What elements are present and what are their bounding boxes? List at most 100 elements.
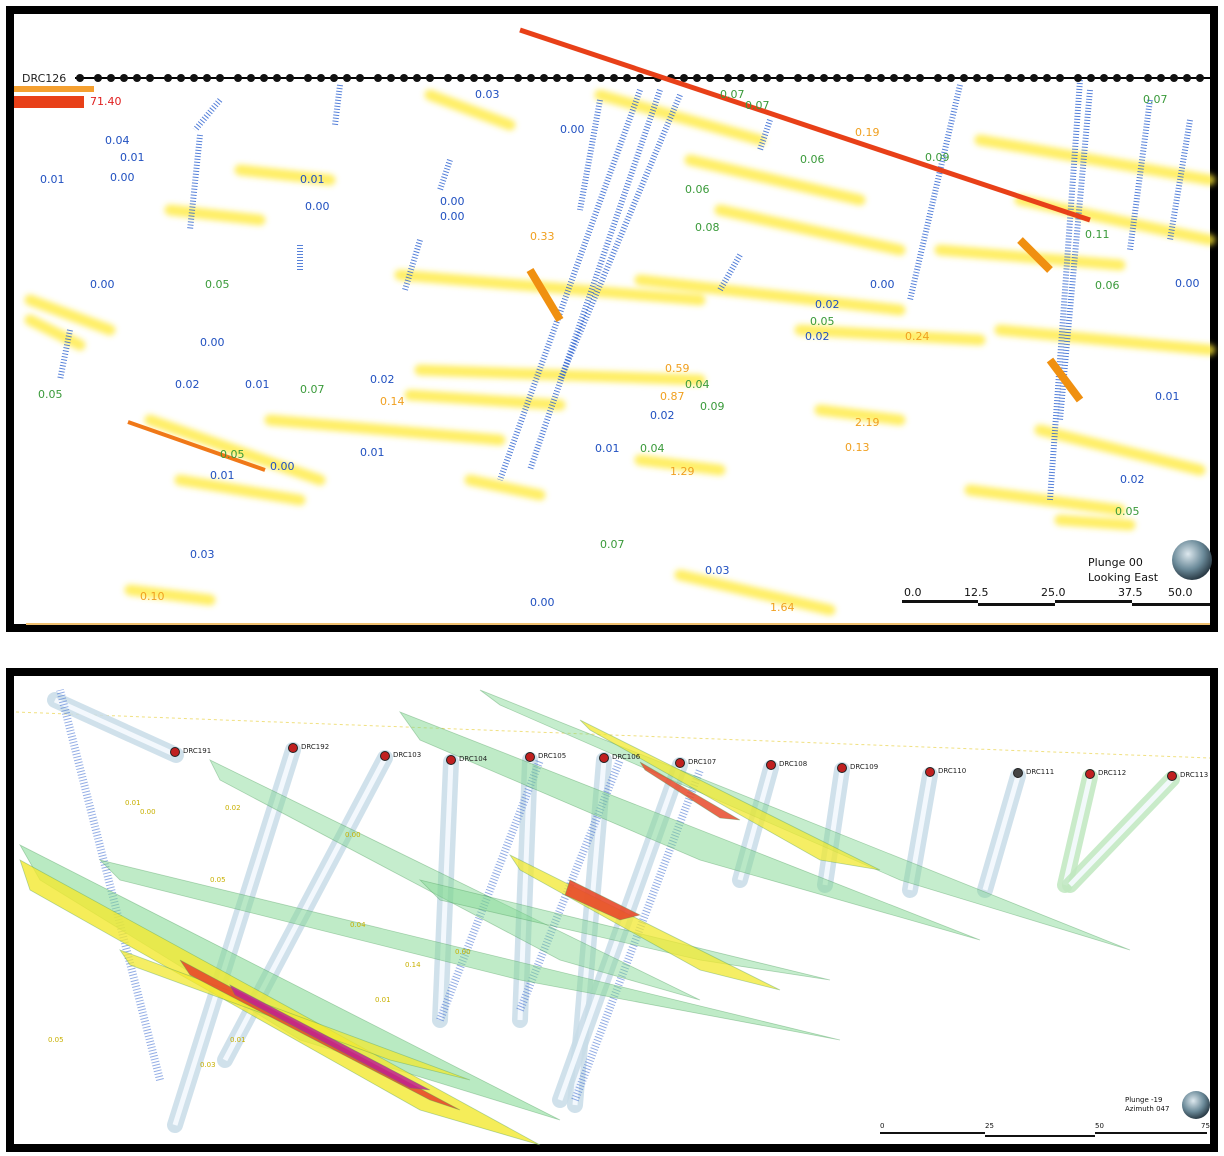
assay-label: 2.19 [855, 416, 880, 429]
assay-label: 0.00 [530, 596, 555, 609]
hole-label: DRC191 [183, 747, 211, 755]
grade-bar [14, 96, 84, 108]
assay-label: 0.00 [200, 336, 225, 349]
assay-label: 0.01 [125, 799, 141, 807]
collar [356, 74, 364, 82]
collar [833, 74, 841, 82]
assay-label: 0.05 [810, 315, 835, 328]
drill-trace [577, 99, 603, 211]
collar [540, 74, 548, 82]
scale-segment [902, 600, 978, 603]
collar [763, 74, 771, 82]
collar [566, 74, 574, 82]
assay-label: 0.00 [110, 171, 135, 184]
grade-smear [404, 389, 566, 411]
collar [470, 74, 478, 82]
collars: DRC191 DRC192 DRC103 DRC104 DRC105 DRC106 DRC1… [170, 743, 1208, 781]
collar [623, 74, 631, 82]
collar [120, 74, 128, 82]
collar [273, 74, 281, 82]
assay-label: 0.05 [1115, 505, 1140, 518]
scale-label: 25.0 [1041, 586, 1066, 599]
drill-traces [57, 79, 1193, 501]
scale-bar: 0.0 12.5 25.0 37.5 50.0 [902, 586, 1210, 606]
collar [1100, 74, 1108, 82]
assay-label: 0.10 [140, 590, 165, 603]
collar [190, 74, 198, 82]
topo-line [15, 711, 1211, 759]
collar [750, 74, 758, 82]
grade-segment [526, 267, 564, 323]
collar [387, 74, 395, 82]
collar [807, 74, 815, 82]
drill-trace [57, 329, 73, 381]
assay-label: 0.05 [220, 448, 245, 461]
assay-label: 0.03 [475, 88, 500, 101]
assay-label: 0.00 [455, 948, 471, 956]
assay-label: 0.01 [360, 446, 385, 459]
assay-label: 0.05 [210, 876, 226, 884]
grade-smear [674, 569, 836, 616]
scale-segment [1132, 603, 1210, 606]
assay-label: 0.03 [200, 1061, 216, 1069]
grade-smear [24, 314, 86, 351]
collar [1157, 74, 1165, 82]
scale-segment [1095, 1132, 1207, 1134]
assay-label: 1.29 [670, 465, 695, 478]
grade-smear [964, 484, 1126, 516]
assay-label: 0.08 [695, 221, 720, 234]
assay-label: 0.33 [530, 230, 555, 243]
collar [877, 74, 885, 82]
scale-label: 12.5 [964, 586, 989, 599]
assay-label: 0.02 [175, 378, 200, 391]
collar [890, 74, 898, 82]
collar [1085, 769, 1095, 779]
assay-label: 1.64 [770, 601, 795, 614]
assay-labels: 0.01 0.000.010.040.010.00 0.000.000.00 0.05… [38, 88, 1200, 614]
assay-label: 0.02 [815, 298, 840, 311]
collar [599, 753, 609, 763]
grade-smear [794, 324, 986, 346]
assay-label: 0.24 [905, 330, 930, 343]
grade-smear [394, 269, 706, 306]
collar [794, 74, 802, 82]
collar [1167, 771, 1177, 781]
collar [234, 74, 242, 82]
assay-label: 0.02 [805, 330, 830, 343]
hole-label: DRC192 [301, 743, 329, 751]
collar [203, 74, 211, 82]
collar [260, 74, 268, 82]
grade-smear [464, 474, 546, 501]
assay-label: 0.07 [600, 538, 625, 551]
grade-smear [424, 89, 516, 131]
hole-label: DRC105 [538, 752, 566, 760]
assay-label: 0.00 [870, 278, 895, 291]
collar [343, 74, 351, 82]
collar [330, 74, 338, 82]
collar [527, 74, 535, 82]
drill-hole-highlight [982, 775, 1021, 891]
assay-label: 0.02 [225, 804, 241, 812]
grade-smear [994, 324, 1216, 356]
assay-label: 0.00 [1175, 277, 1200, 290]
assay-label: 0.01 [1155, 390, 1180, 403]
assay-label: 0.00 [440, 210, 465, 223]
collar [457, 74, 465, 82]
collar [947, 74, 955, 82]
collar [94, 74, 102, 82]
collar [483, 74, 491, 82]
collars [76, 74, 1204, 82]
collar [1170, 74, 1178, 82]
hole-label: DRC106 [612, 753, 641, 761]
scale-label: 0.0 [904, 586, 922, 599]
collar [973, 74, 981, 82]
ore-lens [229, 984, 431, 1091]
hole-label: DRC104 [459, 755, 488, 763]
collar [1030, 74, 1038, 82]
ore-lenses [18, 689, 1131, 1146]
collar [1113, 74, 1121, 82]
assay-label: 0.06 [685, 183, 710, 196]
assay-label: 0.03 [190, 548, 215, 561]
assay-label: 0.06 [1095, 279, 1120, 292]
assay-label: 0.00 [305, 200, 330, 213]
